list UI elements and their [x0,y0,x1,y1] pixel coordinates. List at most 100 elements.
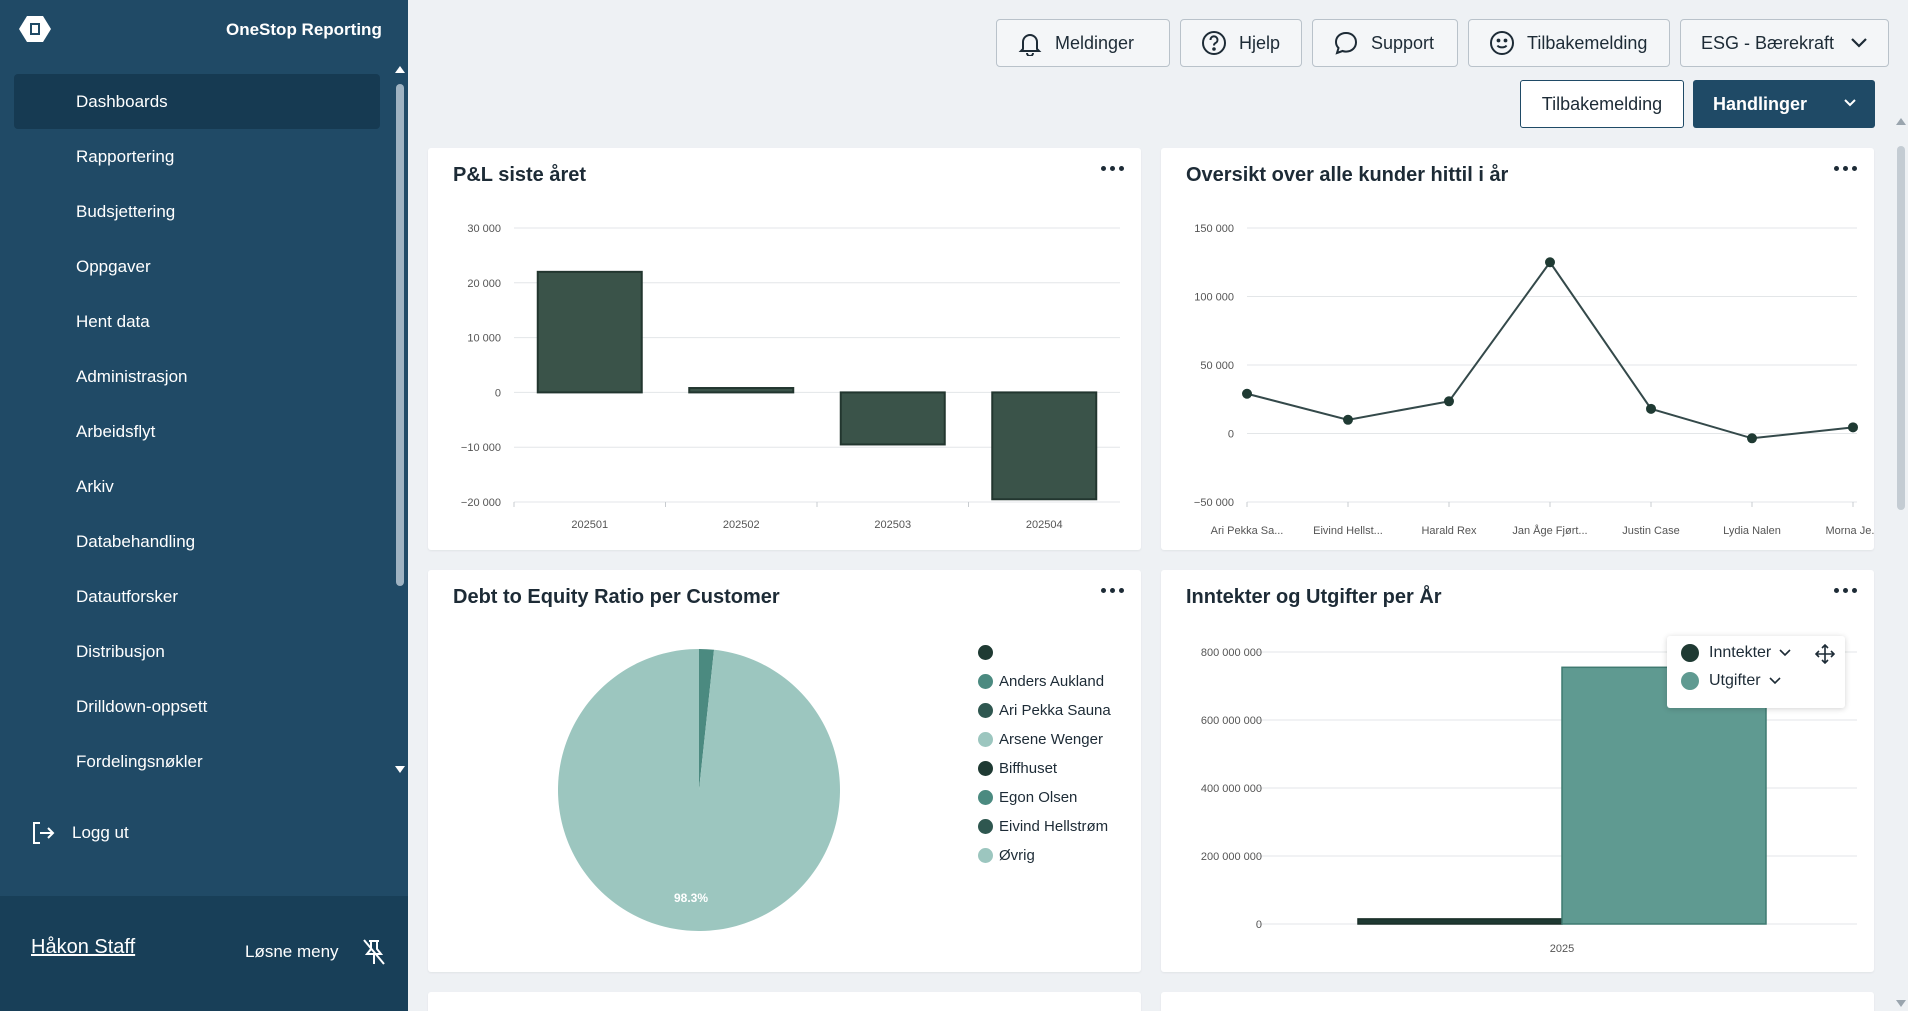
smiley-icon [1490,31,1514,55]
sidebar-item-budsjettering[interactable]: Budsjettering [76,201,176,221]
sidebar-item-administrasjon[interactable]: Administrasjon [76,366,188,386]
sidebar-item-datautforsker[interactable]: Datautforsker [76,586,179,606]
sidebar-scroll-up-arrow[interactable] [395,66,405,73]
pie-legend-item[interactable]: Anders Aukland [978,667,1111,696]
income-bar-chart: 800 000 000 600 000 000 400 000 000 200 000… [1201,647,1857,955]
help-button[interactable]: Hjelp [1180,19,1302,67]
bar [839,391,946,446]
y-tick-label: −50 000 [1194,497,1234,509]
pie-slice [699,649,715,790]
feedback-label: Tilbakemelding [1527,32,1648,53]
legend-dot [978,674,993,689]
x-tick-label: Justin Case [1622,525,1679,537]
legend-dot [978,732,993,747]
legend-label: Ari Pekka Sauna [999,702,1111,719]
actions-dropdown-button[interactable]: Handlinger [1693,80,1875,128]
x-tick-label: 202504 [1026,519,1063,531]
sidebar-scroll-down-arrow[interactable] [395,766,405,773]
y-tick-label: −10 000 [461,442,501,454]
support-button[interactable]: Support [1312,19,1458,67]
unpin-menu-button[interactable]: Løsne meny [245,938,387,966]
sidebar-item-dashboards[interactable]: Dashboards [14,74,380,129]
data-point [1646,403,1656,414]
dashboard-feedback-button[interactable]: Tilbakemelding [1520,80,1684,128]
debt-card-title: Debt to Equity Ratio per Customer [453,586,780,608]
app-logo-icon[interactable] [18,14,52,44]
sidebar-item-arkiv[interactable]: Arkiv [76,476,114,496]
pl-bar-chart: 30 000 20 000 10 000 0 −10 000 −20 000 202501 2… [461,223,1120,531]
sidebar-item-drilldown-oppsett[interactable]: Drilldown-oppsett [76,696,208,716]
sidebar-item-oppgaver[interactable]: Oppgaver [76,256,151,276]
legend-label: Anders Aukland [999,673,1105,690]
x-tick-label: Harald Rex [1421,525,1477,537]
income-card-title: Inntekter og Utgifter per År [1186,586,1442,608]
main-scroll-down-arrow[interactable] [1896,1000,1906,1007]
pl-card: 30 000 20 000 10 000 0 −10 000 −20 000 202501 2… [428,148,1141,550]
unpin-menu-label: Løsne meny [245,942,339,961]
user-profile-link[interactable]: Håkon Staff [31,936,136,958]
notifications-button[interactable]: Meldinger [996,19,1170,67]
bar [1561,666,1767,925]
legend-item-utgifter[interactable]: Utgifter [1681,672,1781,690]
help-icon [1202,31,1226,55]
legend-item-inntekter[interactable]: Inntekter [1681,644,1791,662]
legend-dot [978,790,993,805]
legend-dot [1681,672,1699,690]
pie-legend-item[interactable]: Biffhuset [978,754,1111,783]
income-card-menu-button[interactable] [1834,582,1860,598]
bar [1357,918,1563,925]
main-scroll-up-arrow[interactable] [1896,118,1906,125]
pie-legend-item[interactable] [978,638,1111,667]
debt-card-menu-button[interactable] [1101,582,1127,598]
app-title: OneStop Reporting [226,20,382,39]
feedback-button[interactable]: Tilbakemelding [1468,19,1670,67]
y-tick-label: 0 [495,387,501,399]
customers-card: 150 000 100 000 50 000 0 −50 000 Ari Pekka Sa… [1161,148,1874,550]
legend-label: Eivind Hellstrøm [999,818,1109,835]
help-label: Hjelp [1239,32,1281,53]
pie-data-label: 98.3% [674,891,708,905]
sidebar-item-rapportering[interactable]: Rapportering [76,146,175,166]
legend-dot [978,703,993,718]
data-point [1545,257,1555,268]
sidebar-item-fordelingsnokler[interactable]: Fordelingsnøkler [76,751,203,771]
sidebar-item-arbeidsflyt[interactable]: Arbeidsflyt [76,421,156,441]
legend-label: Inntekter [1709,644,1772,661]
data-point [1444,396,1454,407]
y-tick-label: 0 [1256,919,1262,931]
pie-legend: Anders Aukland Ari Pekka Sauna Arsene Weng… [978,638,1111,870]
sidebar-item-databehandling[interactable]: Databehandling [76,531,196,551]
move-icon[interactable] [1815,644,1835,664]
legend-label: Egon Olsen [999,789,1078,806]
pie-legend-item[interactable]: Eivind Hellstrøm [978,812,1111,841]
pie-legend-item[interactable]: Ari Pekka Sauna [978,696,1111,725]
pl-card-title: P&L siste året [453,164,587,186]
workspace-dropdown[interactable]: ESG - Bærekraft [1680,19,1889,67]
pie-legend-item[interactable]: Arsene Wenger [978,725,1111,754]
y-tick-label: 150 000 [1194,223,1234,235]
y-tick-label: 800 000 000 [1201,647,1262,659]
data-point [1242,388,1252,399]
x-tick-label: Morna Je... [1825,525,1874,537]
sidebar-scrollbar[interactable] [396,84,404,586]
x-tick-label: Jan Åge Fjørt... [1512,524,1587,537]
pl-card-menu-button[interactable] [1101,160,1127,176]
main-scrollbar[interactable] [1897,146,1905,510]
y-tick-label: −20 000 [461,497,501,509]
data-point [1343,414,1353,425]
y-tick-label: 0 [1228,429,1234,441]
legend-dot [978,848,993,863]
bell-icon [1018,34,1042,56]
logout-label: Logg ut [72,823,129,842]
customers-card-title: Oversikt over alle kunder hittil i år [1186,164,1509,186]
customers-card-menu-button[interactable] [1834,160,1860,176]
series-line [1246,260,1854,440]
x-tick-label: 202503 [874,519,911,531]
pie-legend-item[interactable]: Øvrig [978,841,1111,870]
sidebar-item-distribusjon[interactable]: Distribusjon [76,641,165,661]
notifications-label: Meldinger [1055,32,1135,53]
pie-legend-item[interactable]: Egon Olsen [978,783,1111,812]
data-point [1848,422,1858,433]
sidebar-item-hent-data[interactable]: Hent data [76,311,150,331]
logout-button[interactable]: Logg ut [30,820,129,846]
